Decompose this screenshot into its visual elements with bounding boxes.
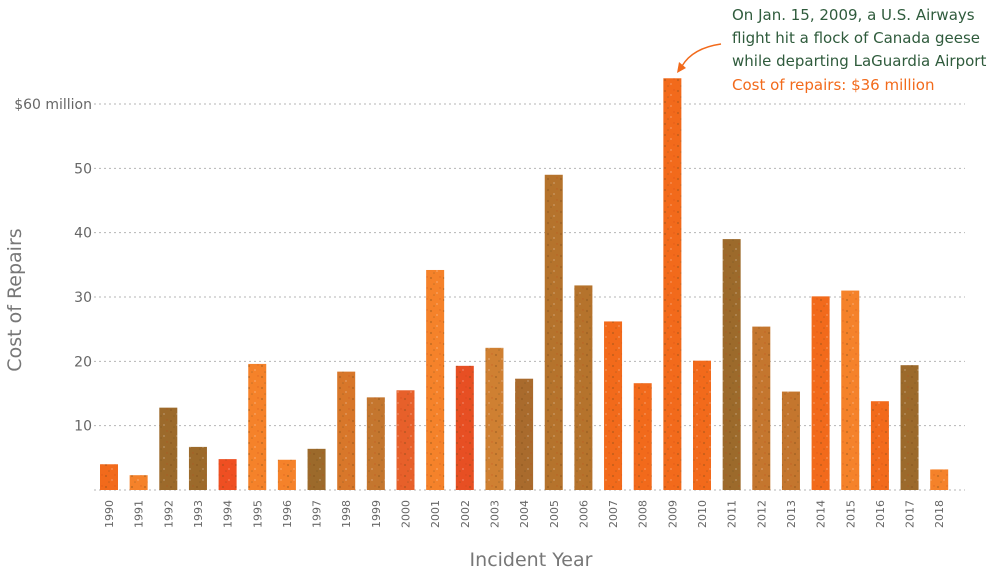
bar-texture-2006: [574, 285, 593, 490]
x-tick-label-2006: 2006: [577, 500, 590, 528]
annotation-line-3: while departing LaGuardia Airport: [732, 52, 986, 70]
y-tick-label-60: $60 million: [14, 97, 92, 113]
bar-texture-2015: [841, 290, 860, 490]
bar-texture-1999: [366, 397, 385, 490]
x-axis-ticks: 1990 1991 1992 1993 1994 1995 1996 1997 1998 1999…: [103, 500, 946, 528]
x-tick-label-2011: 2011: [726, 500, 739, 528]
bar-texture-2016: [870, 401, 889, 490]
bar-texture-2010: [693, 360, 711, 490]
x-tick-label-1992: 1992: [162, 500, 175, 528]
x-tick-label-1994: 1994: [222, 500, 235, 528]
y-tick-label-50: 50: [74, 161, 92, 177]
bar-texture-2005: [544, 174, 563, 490]
x-tick-label-2013: 2013: [785, 500, 798, 528]
x-tick-label-2012: 2012: [755, 500, 768, 528]
x-tick-label-2015: 2015: [844, 500, 857, 528]
y-tick-label-10: 10: [74, 419, 92, 435]
x-tick-label-2014: 2014: [815, 500, 828, 528]
bar-texture-2012: [752, 326, 771, 490]
bar-texture-2011: [722, 239, 741, 490]
bar-texture-1998: [337, 371, 356, 490]
bar-texture-2014: [811, 296, 830, 490]
y-tick-label-40: 40: [74, 226, 92, 242]
y-tick-label-20: 20: [74, 354, 92, 370]
x-tick-label-1996: 1996: [281, 500, 294, 528]
bar-texture-2007: [604, 321, 623, 490]
bar-texture-2001: [426, 269, 445, 490]
annotation: On Jan. 15, 2009, a U.S. Airways flight …: [677, 6, 986, 94]
x-tick-label-2008: 2008: [637, 500, 650, 528]
x-tick-label-1995: 1995: [251, 500, 264, 528]
y-tick-label-30: 30: [74, 290, 92, 306]
x-tick-label-2007: 2007: [607, 500, 620, 528]
x-axis-title: Incident Year: [470, 549, 593, 571]
y-axis-ticks: 10 20 30 40 50 $60 million: [14, 97, 92, 435]
x-tick-label-1998: 1998: [340, 500, 353, 528]
bar-texture-2002: [455, 365, 474, 490]
bar-texture-2013: [781, 391, 800, 490]
x-tick-label-2004: 2004: [518, 500, 531, 528]
bar-texture-1993: [188, 446, 207, 490]
annotation-arrowhead: [677, 62, 686, 73]
x-tick-label-2002: 2002: [459, 500, 472, 528]
annotation-line-2: flight hit a flock of Canada geese: [732, 29, 980, 47]
bar-texture-1991: [129, 475, 148, 490]
x-tick-label-1997: 1997: [311, 500, 324, 528]
x-tick-label-2005: 2005: [548, 500, 561, 528]
bar-texture-1994: [218, 459, 237, 490]
bar-texture-2008: [633, 383, 652, 490]
bars: [100, 78, 949, 491]
bar-texture-2009: [663, 78, 682, 491]
bar-texture-1995: [248, 363, 267, 490]
bar-texture-2004: [515, 378, 534, 490]
x-tick-label-1991: 1991: [133, 500, 146, 528]
bar-texture-2000: [396, 390, 415, 490]
x-tick-label-2018: 2018: [933, 500, 946, 528]
x-tick-label-2010: 2010: [696, 500, 709, 528]
x-tick-label-1999: 1999: [370, 500, 383, 528]
x-tick-label-2000: 2000: [400, 500, 413, 528]
bar-texture-2017: [900, 365, 919, 490]
x-tick-label-2001: 2001: [429, 500, 442, 528]
bar-texture-1997: [307, 448, 326, 490]
bar-texture-1990: [100, 464, 118, 490]
bar-texture-1996: [277, 459, 296, 490]
annotation-highlight: Cost of repairs: $36 million: [732, 76, 934, 94]
x-tick-label-2009: 2009: [666, 500, 679, 528]
annotation-arrow: [681, 43, 722, 67]
x-tick-label-2017: 2017: [904, 500, 917, 528]
bar-texture-2003: [485, 347, 504, 490]
bar-texture-1992: [159, 407, 178, 490]
x-tick-label-1990: 1990: [103, 500, 116, 528]
gridlines: [94, 103, 965, 491]
y-axis-title: Cost of Repairs: [4, 228, 26, 371]
bar-texture-2018: [930, 469, 949, 490]
x-tick-label-1993: 1993: [192, 500, 205, 528]
x-tick-label-2003: 2003: [488, 500, 501, 528]
x-tick-label-2016: 2016: [874, 500, 887, 528]
annotation-line-1: On Jan. 15, 2009, a U.S. Airways: [732, 6, 975, 24]
